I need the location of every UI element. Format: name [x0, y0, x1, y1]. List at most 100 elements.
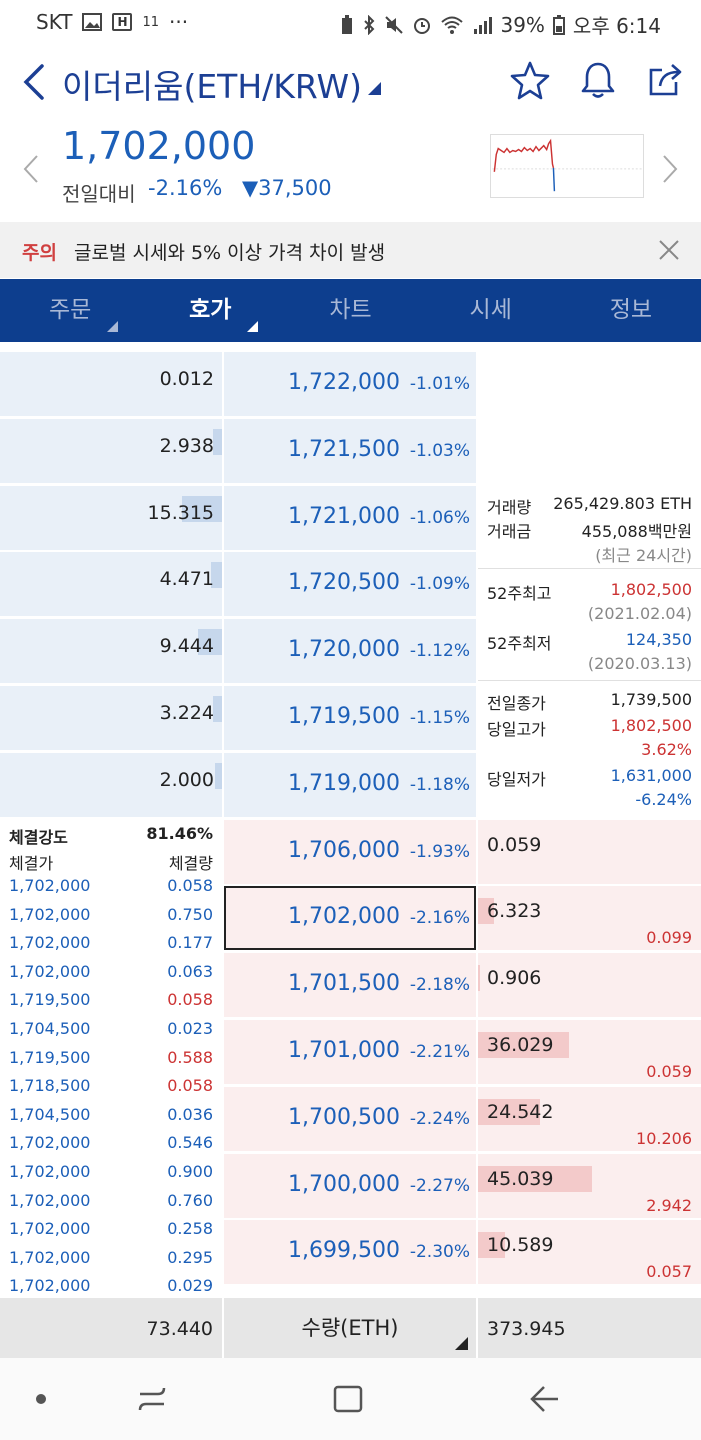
bell-icon[interactable] [578, 60, 618, 100]
gallery-icon [82, 13, 103, 31]
bid-price-cell[interactable]: 1,701,500 -2.18% [224, 953, 476, 1018]
prev-close-label: 전일종가 [487, 694, 546, 713]
high52-date: (2021.02.04) [587, 604, 692, 623]
battery-percent: 39% [500, 12, 545, 37]
trade-qty: 0.760 [167, 1190, 213, 1210]
strength-label: 체결강도 [9, 828, 68, 847]
bid-row: 1,706,000 -1.93% 0.059 [0, 819, 701, 886]
bid-price: 1,700,500 [288, 1104, 400, 1130]
ask-total-value: 73.440 [146, 1318, 213, 1340]
trade-price: 1,702,000 [9, 1133, 91, 1153]
trade-price: 1,719,500 [9, 990, 91, 1010]
ask-qty-cell[interactable]: 0.012 [0, 352, 222, 416]
bid-qty-cell[interactable]: 0.059 [478, 819, 701, 884]
back-icon[interactable] [20, 62, 50, 102]
bid-total: 373.945 [478, 1298, 701, 1358]
ask-price-cell[interactable]: 1,721,000 -1.06% [224, 485, 476, 550]
ask-qty: 2.938 [159, 434, 214, 457]
order-book: 0.012 1,722,000 -1.01% 2.938 1,721,500 -1.03%… [0, 342, 701, 1298]
ask-qty: 15.315 [147, 501, 214, 524]
low52-label: 52주최저 [487, 634, 552, 653]
status-bar: SKT H 11 ··· 39% 오후 6:14 [0, 0, 701, 44]
next-market-icon[interactable] [661, 154, 679, 184]
ask-qty-cell[interactable]: 15.315 [0, 485, 222, 550]
low52-date: (2020.03.13) [587, 654, 692, 673]
bid-total-value: 373.945 [487, 1318, 566, 1340]
day-high-pct: 3.62% [641, 740, 692, 759]
battery-saver-icon [342, 14, 353, 34]
close-icon[interactable] [657, 238, 681, 262]
ask-price-cell[interactable]: 1,720,500 -1.09% [224, 552, 476, 617]
ask-price-cell[interactable]: 1,719,500 -1.15% [224, 686, 476, 750]
prev-market-icon[interactable] [22, 154, 40, 184]
ask-pct: -1.15% [409, 708, 470, 728]
bid-qty-cell[interactable]: 0.906 [478, 953, 701, 1018]
bid-qty-cell[interactable]: 45.039 2.942 [478, 1153, 701, 1218]
battery-icon [552, 14, 565, 35]
ask-qty-cell[interactable]: 4.471 [0, 552, 222, 617]
trade-history: 체결강도 81.46% 체결가 체결량 1,702,000 0.058 1,702,… [0, 820, 222, 1298]
bid-row: 1,699,500 -2.30% 10.589 0.057 [0, 1220, 701, 1286]
ask-price: 1,721,500 [288, 436, 400, 462]
bid-price-cell[interactable]: 1,700,500 -2.24% [224, 1086, 476, 1151]
tab-1[interactable]: 호가 [140, 279, 280, 342]
ask-row: 3.224 1,719,500 -1.15% [0, 686, 701, 752]
bid-pct: -2.30% [409, 1242, 470, 1263]
trade-price: 1,702,000 [9, 1276, 91, 1296]
ask-qty-cell[interactable]: 2.000 [0, 752, 222, 817]
mini-price-chart[interactable] [490, 134, 644, 198]
high52-label: 52주최고 [487, 584, 552, 603]
tab-3[interactable]: 시세 [421, 279, 561, 342]
bid-price: 1,701,500 [288, 971, 400, 997]
bid-qty: 36.029 [487, 1034, 554, 1056]
prev-close-value: 1,739,500 [610, 690, 692, 709]
ask-depth-bar [213, 696, 222, 722]
share-icon[interactable] [646, 60, 686, 100]
high52-value: 1,802,500 [610, 580, 692, 599]
bid-price-cell[interactable]: 1,706,000 -1.93% [224, 819, 476, 884]
volume-value: 265,429.803 ETH [553, 494, 692, 513]
tab-2[interactable]: 차트 [280, 279, 420, 342]
ask-price-cell[interactable]: 1,720,000 -1.12% [224, 619, 476, 684]
bid-price: 1,699,500 [288, 1238, 400, 1264]
ask-depth-bar [197, 629, 222, 656]
tab-bar: 주문 호가 차트 시세 정보 [0, 279, 701, 342]
trade-row: 1,702,000 0.295 [9, 1248, 213, 1274]
tab-0[interactable]: 주문 [0, 279, 140, 342]
ask-price-cell[interactable]: 1,719,000 -1.18% [224, 752, 476, 817]
ask-qty: 0.012 [159, 368, 214, 390]
ask-price-cell[interactable]: 1,722,000 -1.01% [224, 352, 476, 416]
trade-qty: 0.036 [167, 1104, 213, 1124]
market-dropdown-icon[interactable] [368, 82, 381, 95]
bid-qty-cell[interactable]: 6.323 0.099 [478, 886, 701, 951]
tab-4[interactable]: 정보 [561, 279, 701, 342]
ask-total: 73.440 [0, 1298, 222, 1358]
bid-price-cell[interactable]: 1,702,000 -2.16% [224, 886, 476, 951]
star-icon[interactable] [510, 60, 550, 100]
dot-icon[interactable] [34, 1392, 48, 1406]
bid-price-cell[interactable]: 1,699,500 -2.30% [224, 1220, 476, 1285]
price-summary: 1,702,000 전일대비 -2.16% ▼37,500 [0, 120, 701, 222]
ask-qty-cell[interactable]: 3.224 [0, 686, 222, 750]
signal-small-label: 11 [142, 14, 160, 30]
trade-row: 1,702,000 0.546 [9, 1133, 213, 1159]
bid-price-cell[interactable]: 1,701,000 -2.21% [224, 1020, 476, 1084]
ask-pct: -1.09% [409, 574, 470, 595]
bid-qty-cell[interactable]: 10.589 0.057 [478, 1220, 701, 1285]
back-nav-icon[interactable] [528, 1384, 560, 1414]
trade-price: 1,702,000 [9, 1190, 91, 1210]
recent-apps-icon[interactable] [136, 1384, 168, 1414]
ask-qty-cell[interactable]: 9.444 [0, 619, 222, 684]
ask-qty-cell[interactable]: 2.938 [0, 418, 222, 483]
ask-pct: -1.06% [409, 507, 470, 528]
ask-depth-bar [213, 428, 222, 455]
trade-qty: 0.063 [167, 961, 213, 981]
quantity-unit-selector[interactable]: 수량(ETH) [224, 1298, 476, 1358]
bid-qty-cell[interactable]: 24.542 10.206 [478, 1086, 701, 1151]
bid-qty-cell[interactable]: 36.029 0.059 [478, 1020, 701, 1084]
home-icon[interactable] [332, 1384, 364, 1414]
bid-price-cell[interactable]: 1,700,000 -2.27% [224, 1153, 476, 1218]
bid-qty: 10.589 [487, 1234, 554, 1257]
ask-price-cell[interactable]: 1,721,500 -1.03% [224, 418, 476, 483]
market-title[interactable]: 이더리움(ETH/KRW) [62, 67, 362, 106]
